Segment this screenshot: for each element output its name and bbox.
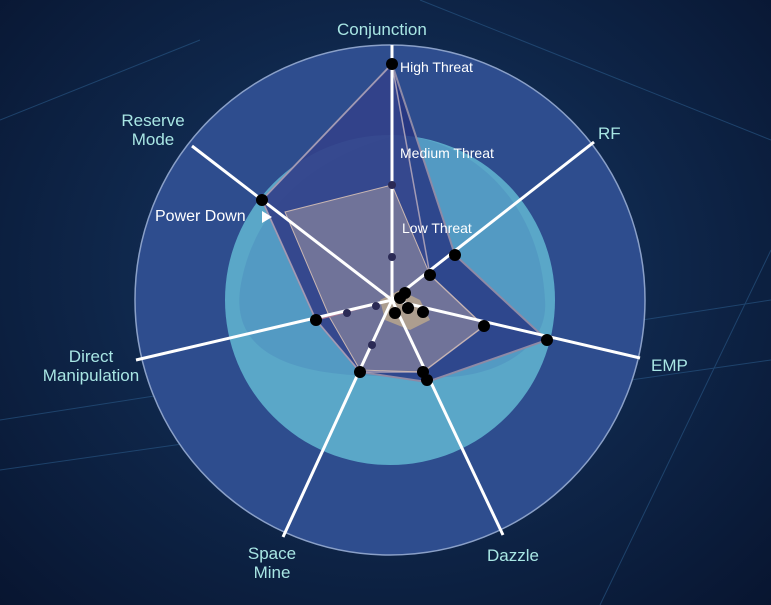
axis-label-conjunction: Conjunction [337,20,427,39]
low-threat-polygon [284,184,485,373]
point-rf-medium [424,269,436,281]
point-emp-high [541,334,553,346]
point-spacemine-medium [368,341,376,349]
point-conjunction-low [388,253,396,261]
point-dazzle-low [402,302,414,314]
axis-reserve-mode [191,144,393,302]
point-direct-high [310,314,322,326]
data-points [256,58,553,386]
point-emp-medium [478,320,490,332]
point-center-a [394,292,406,304]
axis-emp [391,298,641,360]
point-spacemine-low [389,307,401,319]
axis-space-mine [281,299,394,538]
point-conjunction-high [386,58,398,70]
axis-label-space-mine: Space Mine [247,544,297,582]
axis-label-rf: RF [598,124,621,143]
point-conjunction-medium [388,181,396,189]
point-dazzle-medium [417,366,429,378]
axis-label-emp: EMP [651,356,688,375]
medium-threat-label: Medium Threat [400,145,494,161]
axis-label-dazzle: Dazzle [487,546,539,565]
axis-label-reserve-mode: Reserve Mode [121,111,185,149]
point-rf-high [449,249,461,261]
point-emp-low [417,306,429,318]
axis-dazzle [390,299,505,536]
point-spacemine-high [354,366,366,378]
power-down-arrow-icon [262,211,272,223]
point-reserve-high [256,194,268,206]
high-threat-label: High Threat [400,59,473,75]
axis-label-direct-manipulation: Direct Manipulation [42,347,140,385]
point-direct-medium [343,309,351,317]
power-down-label: Power Down [155,208,246,225]
point-direct-low [372,302,380,310]
threat-polygon-group [260,62,549,384]
low-threat-label: Low Threat [402,220,472,236]
